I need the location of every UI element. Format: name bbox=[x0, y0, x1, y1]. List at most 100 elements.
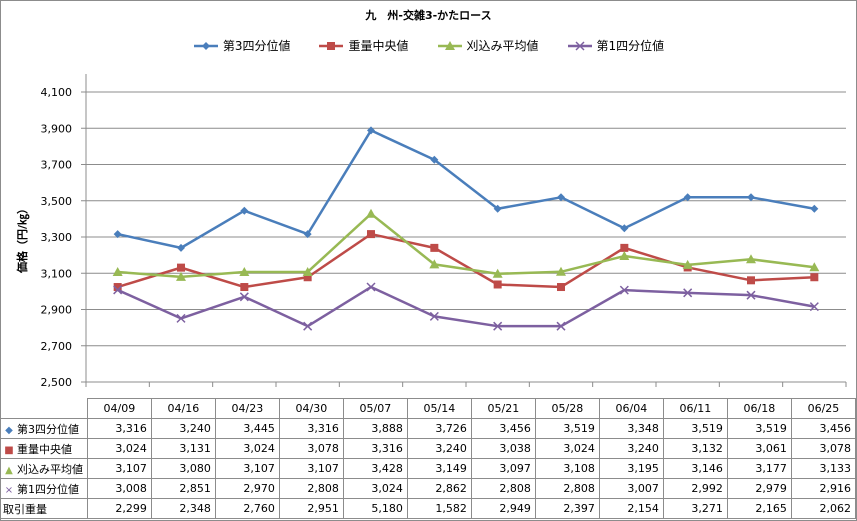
legend-marker bbox=[327, 41, 336, 50]
data-point bbox=[810, 273, 819, 282]
table-cell: 2,165 bbox=[726, 498, 792, 519]
row-marker-icon: ◆ bbox=[5, 424, 13, 436]
table-cell: 3,024 bbox=[86, 438, 152, 459]
table-cell: 3,456 bbox=[790, 418, 857, 439]
table-cell: 3,519 bbox=[534, 418, 600, 439]
y-tick-label: 3,700 bbox=[41, 159, 73, 172]
data-point bbox=[746, 254, 756, 264]
table-cell: 2,862 bbox=[406, 478, 472, 499]
series-line bbox=[117, 129, 815, 250]
table-cell: 3,726 bbox=[406, 418, 472, 439]
table-cell: 2,979 bbox=[726, 478, 792, 499]
table-cell: 2,951 bbox=[278, 498, 344, 519]
legend-swatch bbox=[319, 41, 344, 50]
row-label-text: 刈込み平均値 bbox=[17, 462, 83, 476]
x-tick-label: 06/25 bbox=[790, 398, 857, 419]
data-point bbox=[620, 224, 629, 233]
table-cell: 3,195 bbox=[598, 458, 664, 479]
table-cell: 2,808 bbox=[278, 478, 344, 499]
data-point bbox=[493, 280, 502, 289]
table-header-row: 04/09 04/16 04/23 04/30 05/07 05/14 05/21 05/28… bbox=[0, 398, 857, 419]
x-tick-label: 06/18 bbox=[726, 398, 792, 419]
table-cell: 3,428 bbox=[342, 458, 408, 479]
x-tick-label: 05/14 bbox=[406, 398, 472, 419]
series-3 bbox=[112, 208, 820, 281]
series-line bbox=[117, 212, 815, 279]
data-point bbox=[367, 126, 375, 135]
legend-marker bbox=[574, 40, 585, 51]
data-point bbox=[112, 266, 123, 276]
data-point bbox=[366, 282, 376, 292]
data-table: 04/09 04/16 04/23 04/30 05/07 05/14 05/21 05/28… bbox=[0, 398, 857, 519]
data-point bbox=[239, 292, 249, 302]
data-point bbox=[302, 266, 313, 276]
data-point bbox=[556, 266, 566, 276]
row-label-text: 第1四分位値 bbox=[17, 482, 79, 496]
legend-item: 刈込み平均値 bbox=[437, 37, 539, 54]
row-label: ◆ 第3四分位値 bbox=[0, 418, 88, 439]
table-cell: 3,107 bbox=[278, 458, 344, 479]
x-tick-label: 06/11 bbox=[662, 398, 728, 419]
chart-title: 九 州-交雑3-かたロース bbox=[365, 9, 492, 22]
data-point bbox=[556, 321, 566, 331]
table-cell: 2,916 bbox=[790, 478, 857, 499]
table-cell: 3,240 bbox=[406, 438, 472, 459]
legend-marker bbox=[444, 40, 455, 50]
x-tick-label: 04/23 bbox=[214, 398, 280, 419]
data-point bbox=[492, 268, 503, 278]
data-point bbox=[810, 204, 819, 213]
table-cell: 2,970 bbox=[214, 478, 280, 499]
table-cell: 2,808 bbox=[534, 478, 600, 499]
data-point bbox=[747, 193, 755, 202]
table-cell: 3,240 bbox=[598, 438, 664, 459]
row-label: ■ 重量中央値 bbox=[0, 438, 88, 459]
table-cell: 3,038 bbox=[470, 438, 536, 459]
table-cell: 3,316 bbox=[342, 438, 408, 459]
table-cell: 3,078 bbox=[278, 438, 344, 459]
table-cell: 3,271 bbox=[662, 498, 728, 519]
series-line bbox=[117, 285, 815, 328]
data-point bbox=[493, 204, 502, 213]
table-cell: 3,131 bbox=[150, 438, 216, 459]
data-point bbox=[367, 230, 375, 239]
legend-label: 刈込み平均値 bbox=[466, 39, 539, 53]
legend-item: 第1四分位値 bbox=[567, 37, 665, 54]
data-point bbox=[683, 288, 693, 298]
table-cell: 2,154 bbox=[598, 498, 664, 519]
data-point bbox=[177, 243, 185, 252]
table-cell: 3,008 bbox=[86, 478, 152, 499]
y-tick-label: 4,100 bbox=[41, 86, 73, 99]
data-point bbox=[620, 243, 629, 252]
table-cell: 3,519 bbox=[662, 418, 728, 439]
row-marker-icon: ■ bbox=[4, 444, 14, 456]
data-point bbox=[557, 193, 565, 202]
legend: 第3四分位値 重量中央値 刈込み平均値 第1四分位値 bbox=[0, 37, 857, 54]
table-cell: 3,007 bbox=[598, 478, 664, 499]
data-point bbox=[239, 266, 250, 276]
series-4 bbox=[113, 282, 819, 331]
table-cell: 2,348 bbox=[150, 498, 216, 519]
table-row: ■ 重量中央値 3,024 3,131 3,024 3,078 3,316 3,240 3,03… bbox=[0, 438, 857, 459]
table-cell: 3,888 bbox=[342, 418, 408, 439]
table-cell: 3,107 bbox=[86, 458, 152, 479]
data-point bbox=[619, 251, 630, 261]
data-point bbox=[557, 283, 565, 292]
legend-swatch bbox=[567, 40, 592, 51]
table-row: ◆ 第3四分位値 3,316 3,240 3,445 3,316 3,888 3,726 3,4… bbox=[0, 418, 857, 439]
legend-swatch bbox=[193, 41, 218, 50]
row-label-text: 第3四分位値 bbox=[17, 422, 79, 436]
data-point bbox=[619, 285, 629, 295]
table-cell: 3,149 bbox=[406, 458, 472, 479]
x-tick-label: 05/21 bbox=[470, 398, 536, 419]
legend-item: 第3四分位値 bbox=[193, 37, 290, 54]
legend-label: 第1四分位値 bbox=[596, 39, 665, 53]
data-point bbox=[747, 276, 755, 285]
table-cell: 3,132 bbox=[662, 438, 728, 459]
x-tick-label: 05/28 bbox=[534, 398, 600, 419]
y-tick-label: 3,900 bbox=[41, 122, 73, 135]
table-cell: 2,760 bbox=[214, 498, 280, 519]
y-tick-label: 2,700 bbox=[41, 340, 73, 353]
row-marker-icon: ▲ bbox=[5, 464, 13, 476]
table-cell: 2,062 bbox=[790, 498, 857, 519]
table-cell: 1,582 bbox=[406, 498, 472, 519]
